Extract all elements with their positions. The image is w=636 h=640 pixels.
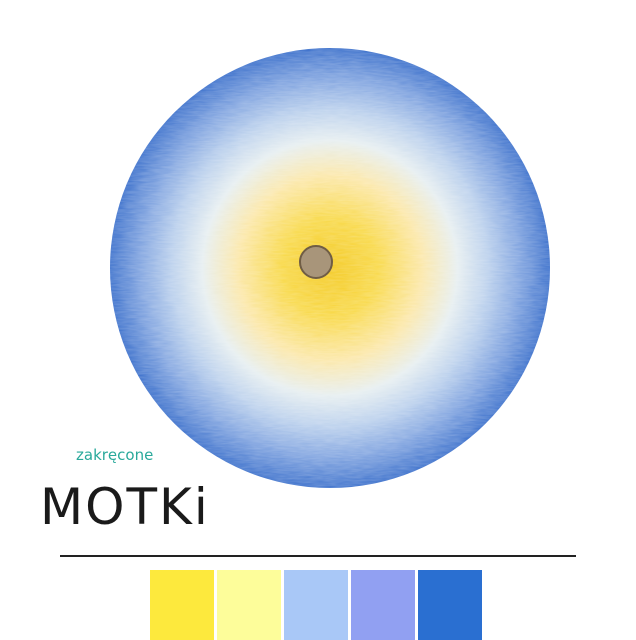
color-swatch — [284, 570, 348, 640]
color-swatch — [351, 570, 415, 640]
charm — [299, 245, 333, 279]
color-swatch — [150, 570, 214, 640]
logo-name: MOTKi — [40, 478, 210, 536]
color-swatch — [217, 570, 281, 640]
color-swatch — [418, 570, 482, 640]
logo-tagline: zakręcone — [76, 446, 153, 464]
